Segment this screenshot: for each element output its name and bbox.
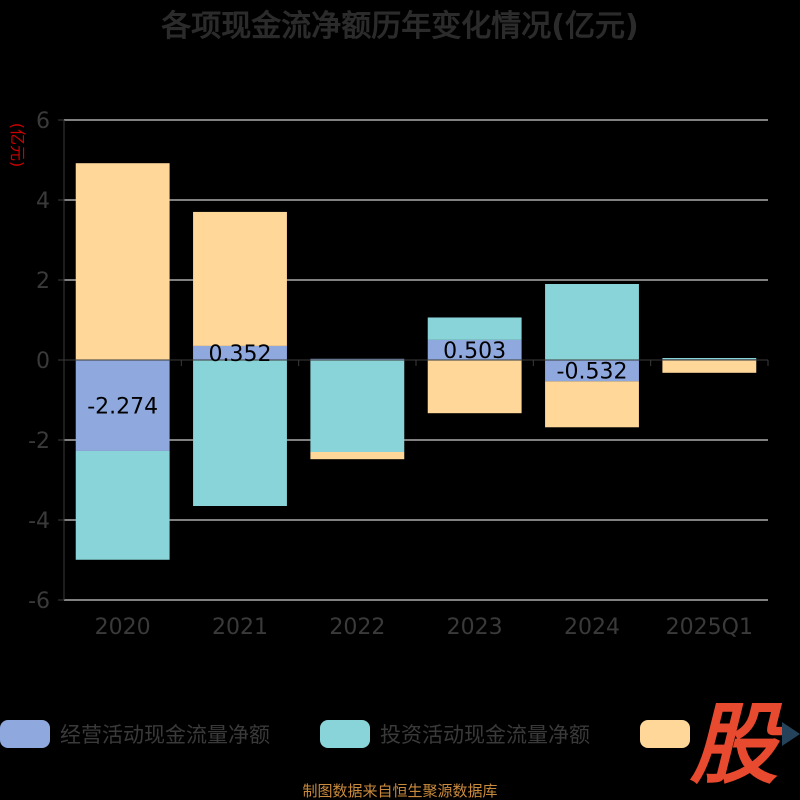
bar-financing-2025Q1: [662, 360, 757, 373]
bar-investing-2022: [310, 360, 405, 452]
bar-investing-2025Q1: [662, 358, 757, 360]
y-tick-label: -4: [28, 509, 50, 534]
legend-item-operating[interactable]: 经营活动现金流量净额: [0, 720, 270, 748]
legend: 经营活动现金流量净额 投资活动现金流量净额: [0, 720, 690, 748]
bar-financing-2021: [193, 211, 287, 346]
bar-investing-2021: [193, 360, 287, 506]
bar-investing-2023: [427, 317, 522, 340]
data-source-footer: 制图数据来自恒生聚源数据库: [302, 782, 497, 800]
bar-operating-2020: [75, 360, 170, 451]
bar-series: [75, 163, 757, 560]
bar-financing-2023: [427, 360, 522, 414]
data-label: 0.352: [209, 342, 272, 367]
legend-swatch-operating: [0, 720, 50, 748]
y-tick-label: 4: [36, 189, 50, 214]
chart-title: 各项现金流净额历年变化情况(亿元): [160, 9, 638, 44]
bar-financing-2024: [545, 381, 639, 428]
bar-investing-2024: [545, 284, 639, 360]
y-tick-label: 2: [36, 269, 50, 294]
x-tick-label: 2024: [564, 615, 620, 640]
logo-glyph: 股: [689, 693, 787, 796]
y-tick-label: 0: [36, 349, 50, 374]
y-tick-label: -6: [28, 589, 50, 614]
x-tick-label: 2023: [447, 615, 503, 640]
y-axis-unit: (亿元): [8, 123, 27, 168]
legend-label-operating: 经营活动现金流量净额: [60, 723, 270, 747]
bar-operating-2024: [545, 360, 639, 382]
legend-swatch-investing: [320, 720, 370, 748]
x-tick-label: 2021: [212, 615, 268, 640]
bar-financing-2022: [310, 452, 405, 460]
data-labels: -2.274 0.352 0.503 -0.532: [87, 339, 627, 420]
y-tick-label: -2: [28, 429, 50, 454]
legend-item-investing[interactable]: 投资活动现金流量净额: [320, 720, 590, 748]
data-label: -0.532: [557, 360, 628, 385]
bar-operating-2022: [310, 358, 405, 360]
data-label: 0.503: [443, 339, 506, 364]
bar-investing-2020: [75, 450, 170, 560]
bar-operating-2021: [193, 345, 287, 360]
bar-operating-2023: [427, 339, 522, 360]
x-tick-label: 2022: [329, 615, 385, 640]
legend-swatch-financing: [640, 720, 690, 748]
x-tick-label: 2020: [95, 615, 151, 640]
y-tick-label: 6: [36, 109, 50, 134]
x-tick-label: 2025Q1: [666, 615, 753, 640]
legend-next-arrow-icon[interactable]: [782, 722, 800, 746]
legend-label-investing: 投资活动现金流量净额: [380, 723, 590, 747]
brand-logo: 股: [689, 693, 800, 796]
bar-financing-2020: [75, 163, 170, 360]
data-label: -2.274: [87, 394, 158, 419]
legend-item-financing[interactable]: [640, 720, 690, 748]
axes: 6 4 2 0 -2 -4 -6 2020 2021 2022 2023 2024 2025Q1: [28, 109, 769, 640]
